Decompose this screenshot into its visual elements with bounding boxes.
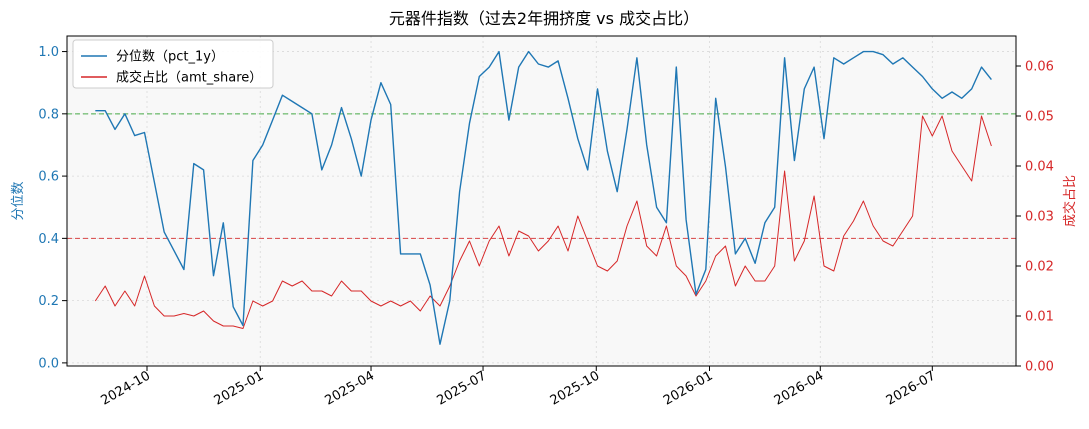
- legend-box: [72, 39, 274, 89]
- left-axis-label: 分位数: [11, 181, 26, 220]
- left-y-tick-label: 0.0: [38, 356, 59, 371]
- x-tick-label: 2025-07: [434, 368, 489, 408]
- x-tick-label: 2025-10: [548, 368, 603, 408]
- right-y-tick-label: 0.02: [1025, 260, 1054, 275]
- right-y-tick-label: 0.05: [1025, 110, 1054, 125]
- series-line-pct: [95, 50, 992, 345]
- left-y-tick-label: 0.4: [38, 232, 59, 247]
- right-y-tick-label: 0.04: [1025, 160, 1054, 175]
- x-tick-label: 2025-04: [322, 368, 377, 408]
- left-y-tick-label: 0.2: [38, 294, 59, 309]
- legend: 分位数（pct_1y） 成交占比（amt_share）: [72, 39, 274, 89]
- x-tick-label: 2026-07: [884, 368, 939, 408]
- x-tick-label: 2025-01: [212, 368, 267, 408]
- left-y-tick-label: 0.6: [38, 170, 59, 185]
- left-y-tick-label: 1.0: [38, 45, 59, 60]
- x-tick-label: 2026-04: [772, 368, 827, 408]
- chart-title: 元器件指数（过去2年拥挤度 vs 成交占比）: [389, 9, 699, 28]
- threshold-lines: [67, 113, 1016, 239]
- left-y-tick-label: 0.8: [38, 107, 59, 122]
- plot-frame: [66, 35, 1017, 367]
- x-tick-label: 2024-10: [98, 368, 153, 408]
- right-y-tick-label: 0.06: [1025, 60, 1054, 75]
- grid: [67, 36, 1016, 366]
- x-tick-label: 2026-01: [661, 368, 716, 408]
- plot-area: [67, 36, 1016, 366]
- right-y-tick-label: 0.01: [1025, 310, 1054, 325]
- legend-label: 成交占比（amt_share）: [116, 70, 262, 86]
- series-line-amt-share: [94, 115, 992, 329]
- right-y-tick-label: 0.03: [1025, 210, 1054, 225]
- legend-label: 分位数（pct_1y）: [116, 50, 224, 65]
- right-y-tick-label: 0.00: [1025, 360, 1054, 375]
- right-axis-label: 成交占比: [1062, 175, 1078, 227]
- series-lines: [94, 50, 992, 345]
